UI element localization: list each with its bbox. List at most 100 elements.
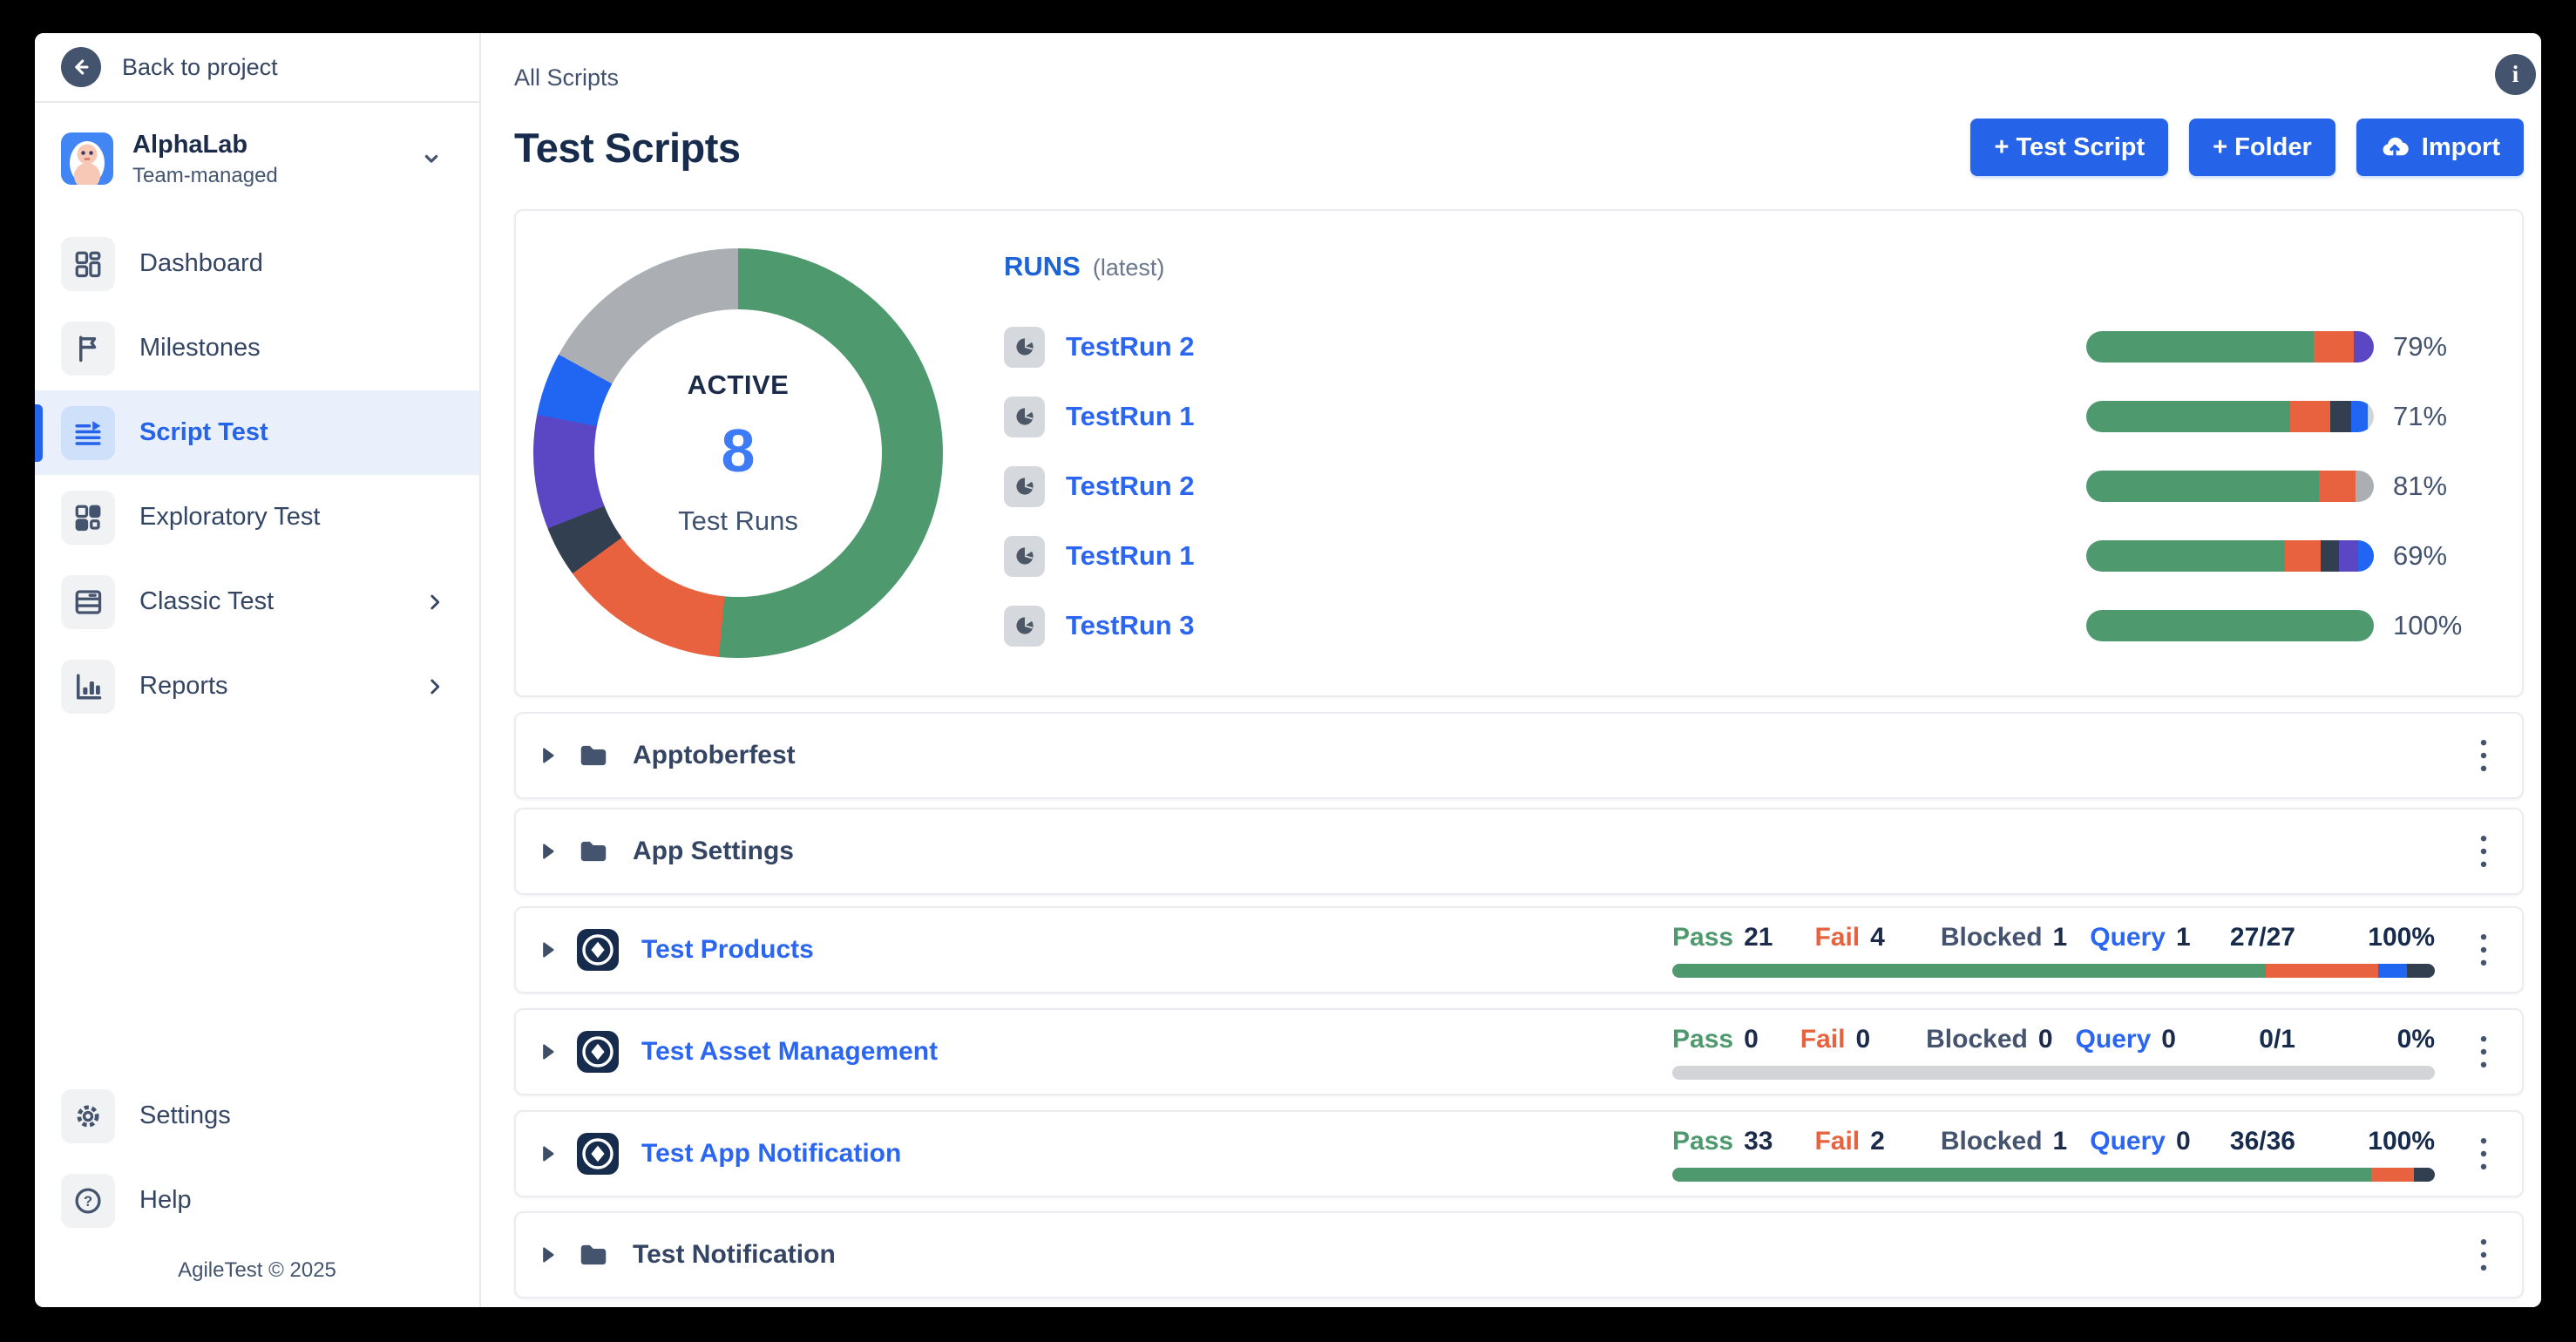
donut-label-active: ACTIVE: [687, 369, 790, 400]
pass-label: Pass: [1672, 1126, 1734, 1156]
classic-test-icon: [61, 574, 115, 629]
fail-label: Fail: [1814, 1126, 1861, 1156]
sidebar-item-classic-test[interactable]: Classic Test: [35, 559, 479, 644]
add-folder-button[interactable]: + Folder: [2189, 119, 2335, 176]
back-to-project-button[interactable]: Back to project: [35, 33, 479, 103]
sidebar-item-script-test[interactable]: Script Test: [35, 390, 479, 476]
sidebar-item-label: Settings: [139, 1101, 231, 1129]
sidebar: Back to project AlphaLab Team-managed Da…: [35, 33, 481, 1307]
query-count: 1: [2175, 922, 2191, 952]
flag-icon: [61, 321, 115, 376]
run-progress-bar: [2086, 331, 2374, 363]
main-content: All Scripts i Test Scripts + Test Script…: [481, 33, 2541, 1307]
chevron-down-icon: [418, 146, 444, 172]
script-progress-bar: [1672, 963, 2435, 978]
runs-heading-suffix: (latest): [1092, 254, 1165, 281]
test-script-name[interactable]: Test Products: [641, 935, 814, 964]
test-run-link[interactable]: TestRun 3: [1066, 610, 1195, 640]
script-progress-bar: [1672, 1065, 2435, 1080]
blocked-count: 1: [2052, 1126, 2068, 1156]
kebab-menu-button[interactable]: [2466, 1229, 2501, 1281]
pie-chart-icon: [1004, 535, 1045, 577]
exploratory-test-icon: [61, 490, 115, 545]
pass-count: 0: [1744, 1024, 1759, 1054]
sidebar-item-label: Classic Test: [139, 587, 275, 616]
folder-name: Apptoberfest: [633, 741, 796, 769]
cloud-upload-icon: [2380, 132, 2410, 162]
executed-ratio: 0/1: [2259, 1024, 2295, 1054]
breadcrumb[interactable]: All Scripts: [514, 64, 620, 91]
fail-label: Fail: [1800, 1024, 1846, 1054]
sidebar-item-settings[interactable]: Settings: [35, 1074, 479, 1158]
selected-indicator: [35, 403, 43, 462]
caret-right-icon[interactable]: [539, 1144, 558, 1163]
executed-ratio: 27/27: [2229, 922, 2295, 952]
test-run-link[interactable]: TestRun 1: [1066, 540, 1195, 571]
caret-right-icon[interactable]: [539, 746, 558, 765]
test-run-link[interactable]: TestRun 1: [1066, 401, 1195, 431]
pie-chart-icon: [1004, 396, 1045, 437]
folder-name: App Settings: [633, 837, 794, 865]
run-progress-bar: [2086, 471, 2374, 502]
page-title: Test Scripts: [514, 124, 741, 171]
test-script-name[interactable]: Test Asset Management: [641, 1037, 939, 1066]
script-progress-bar: [1672, 1167, 2435, 1182]
info-button[interactable]: i: [2495, 54, 2536, 95]
executed-ratio: 36/36: [2229, 1126, 2295, 1156]
header-actions: + Test Script + Folder Import: [1970, 119, 2524, 176]
fail-count: 0: [1855, 1024, 1871, 1054]
test-script-name[interactable]: Test App Notification: [641, 1139, 902, 1168]
blocked-label: Blocked: [1926, 1024, 2028, 1054]
sidebar-item-dashboard[interactable]: Dashboard: [35, 221, 479, 306]
active-runs-summary-card: ACTIVE 8 Test Runs RUNS (latest) TestRun…: [514, 209, 2524, 697]
pass-count: 21: [1744, 922, 1773, 952]
caret-right-icon[interactable]: [539, 1042, 558, 1061]
script-row-test-app-notification: Test App Notification Pass 33 Fail 2 Block…: [514, 1110, 2524, 1197]
latest-runs-list: RUNS (latest) TestRun 2 79% TestRun 1 71…: [1004, 211, 2480, 661]
back-to-project-label: Back to project: [122, 53, 278, 80]
chevron-right-icon: [424, 675, 446, 698]
test-script-icon: [577, 1133, 619, 1175]
stats-line: Pass 33 Fail 2 Blocked 1 Query 0 36/36 100%: [1672, 1127, 2435, 1156]
executed-percent: 100%: [2368, 1126, 2435, 1156]
sidebar-item-reports[interactable]: Reports: [35, 644, 479, 729]
query-count: 0: [2175, 1126, 2191, 1156]
pass-label: Pass: [1672, 922, 1734, 952]
active-runs-donut-chart: ACTIVE 8 Test Runs: [533, 248, 943, 658]
script-stats: Pass 21 Fail 4 Blocked 1 Query 1 27/27 100%: [1672, 923, 2435, 978]
kebab-menu-button[interactable]: [2466, 1026, 2501, 1078]
test-run-link[interactable]: TestRun 2: [1066, 331, 1195, 362]
kebab-menu-button[interactable]: [2466, 729, 2501, 782]
kebab-menu-button[interactable]: [2466, 1128, 2501, 1180]
sidebar-item-label: Script Test: [139, 418, 268, 447]
caret-right-icon[interactable]: [539, 842, 558, 861]
query-label: Query: [2075, 1024, 2152, 1054]
caret-right-icon[interactable]: [539, 940, 558, 959]
add-test-script-button[interactable]: + Test Script: [1970, 119, 2169, 176]
sidebar-bottom-menu: Settings ? Help: [35, 1065, 479, 1243]
test-run-link[interactable]: TestRun 2: [1066, 471, 1195, 501]
sidebar-item-label: Exploratory Test: [139, 503, 321, 532]
script-stats: Pass 0 Fail 0 Blocked 0 Query 0 0/1 0%: [1672, 1025, 2435, 1080]
pie-chart-icon: [1004, 605, 1045, 647]
stats-line: Pass 21 Fail 4 Blocked 1 Query 1 27/27 100%: [1672, 923, 2435, 952]
chevron-right-icon: [424, 591, 446, 613]
test-script-icon: [577, 1031, 619, 1073]
run-row: TestRun 1 69%: [1004, 521, 2480, 591]
fail-count: 4: [1870, 922, 1885, 952]
run-percent: 69%: [2393, 540, 2448, 571]
runs-heading-title: RUNS: [1004, 251, 1081, 281]
run-row: TestRun 2 79%: [1004, 312, 2480, 382]
import-label: Import: [2421, 132, 2500, 161]
sidebar-item-exploratory-test[interactable]: Exploratory Test: [35, 475, 479, 559]
page-header: Test Scripts + Test Script + Folder Impo…: [514, 119, 2524, 176]
sidebar-item-label: Dashboard: [139, 249, 263, 278]
caret-right-icon[interactable]: [539, 1245, 558, 1264]
kebab-menu-button[interactable]: [2466, 924, 2501, 976]
sidebar-item-help[interactable]: ? Help: [35, 1158, 479, 1243]
import-button[interactable]: Import: [2356, 119, 2524, 176]
sidebar-item-milestones[interactable]: Milestones: [35, 306, 479, 390]
kebab-menu-button[interactable]: [2466, 825, 2501, 878]
project-switcher[interactable]: AlphaLab Team-managed: [35, 103, 479, 213]
